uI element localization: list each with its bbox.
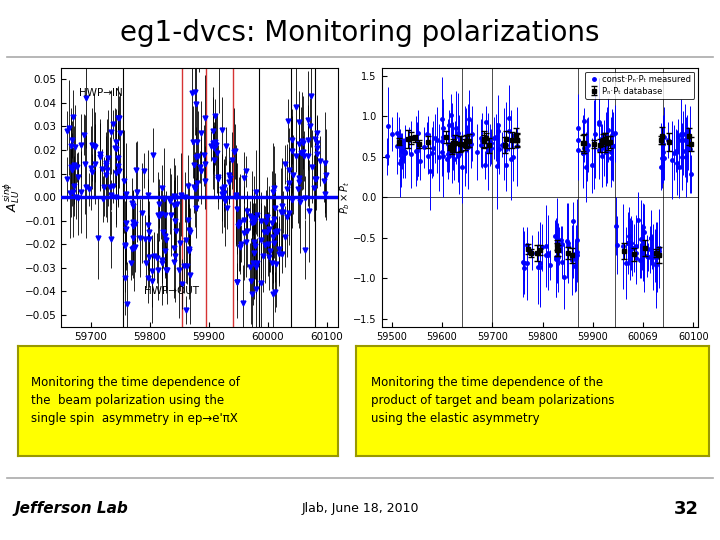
Text: eg1-dvcs: Monitoring polarizations: eg1-dvcs: Monitoring polarizations bbox=[120, 19, 600, 47]
Text: Monitoring the time dependence of the
product of target and beam polarizations
u: Monitoring the time dependence of the pr… bbox=[371, 376, 614, 426]
const·Pₙ·Pₜ measured bbox=[658, 141, 667, 147]
Y-axis label: $P_b \times P_t$: $P_b \times P_t$ bbox=[338, 180, 352, 214]
Line: const·Pₙ·Pₜ measured: const·Pₙ·Pₜ measured bbox=[385, 113, 693, 279]
Text: Monitoring the time dependence of
the  beam polarization using the
single spin  : Monitoring the time dependence of the be… bbox=[31, 376, 240, 426]
const·Pₙ·Pₜ measured bbox=[655, 252, 664, 259]
Legend: const·Pₙ·Pₜ measured, Pₙ·Pₜ database: const·Pₙ·Pₜ measured, Pₙ·Pₜ database bbox=[585, 72, 694, 99]
const·Pₙ·Pₜ measured bbox=[559, 273, 568, 280]
const·Pₙ·Pₜ measured bbox=[686, 171, 695, 177]
const·Pₙ·Pₜ measured bbox=[473, 148, 482, 155]
const·Pₙ·Pₜ measured bbox=[481, 161, 490, 168]
const·Pₙ·Pₜ measured bbox=[568, 256, 577, 263]
Y-axis label: $A_{LU}^{sin\phi}$: $A_{LU}^{sin\phi}$ bbox=[1, 182, 22, 212]
Text: 32: 32 bbox=[673, 500, 698, 518]
X-axis label: Run: Run bbox=[184, 347, 215, 361]
const·Pₙ·Pₜ measured bbox=[447, 112, 456, 118]
Text: Jlab, June 18, 2010: Jlab, June 18, 2010 bbox=[301, 502, 419, 515]
Text: Jefferson Lab: Jefferson Lab bbox=[14, 501, 128, 516]
Text: HWP→IN: HWP→IN bbox=[79, 88, 122, 98]
const·Pₙ·Pₜ measured bbox=[648, 254, 657, 260]
Text: HWP→OUT: HWP→OUT bbox=[144, 286, 199, 296]
X-axis label: run Number: run Number bbox=[506, 347, 574, 357]
const·Pₙ·Pₜ measured bbox=[383, 153, 392, 159]
